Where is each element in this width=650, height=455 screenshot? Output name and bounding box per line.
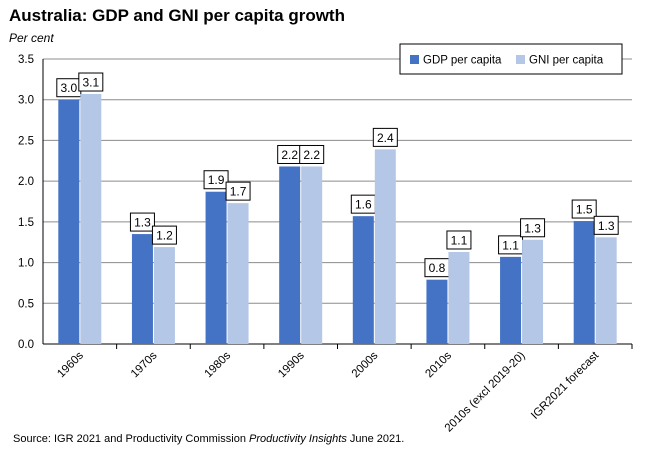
x-tick-label: 1990s: [276, 349, 307, 380]
legend-label-gni: GNI per capita: [529, 55, 604, 67]
y-tick-label: 1.0: [18, 258, 34, 270]
gdp-bar: [279, 166, 301, 344]
y-tick-label: 3.5: [18, 54, 34, 66]
data-label-box: [446, 230, 472, 250]
y-tick-label: 2.0: [18, 176, 34, 188]
x-tick-label: 1980s: [203, 349, 234, 380]
gdp-bar: [58, 99, 80, 344]
x-tick-label: 1970s: [129, 349, 160, 380]
gni-bar: [374, 149, 396, 344]
gdp-bar: [131, 234, 153, 344]
data-label-box: [593, 215, 619, 235]
data-label: 3.0: [60, 81, 77, 95]
source-note: Source: IGR 2021 and Productivity Commis…: [13, 433, 404, 445]
y-tick-label: 0.5: [18, 298, 34, 310]
legend-swatch-gdp: [410, 55, 419, 64]
gni-bar: [595, 237, 617, 344]
data-label: 2.2: [303, 148, 320, 162]
data-label: 1.9: [208, 173, 225, 187]
data-label-box: [571, 199, 597, 219]
y-tick-label: 0.0: [18, 339, 34, 351]
gni-bar: [227, 203, 249, 344]
gni-bar: [80, 94, 102, 344]
y-axis-unit-label: Per cent: [9, 31, 54, 45]
x-tick-label: 2010s: [423, 349, 454, 380]
x-tick-label: 1960s: [55, 349, 86, 380]
gdp-bar: [426, 279, 448, 344]
gni-bar: [522, 239, 544, 344]
data-label-box: [151, 225, 177, 245]
data-label-box: [299, 144, 325, 164]
x-tick-label: IGR2021 forecast: [529, 349, 602, 422]
data-label-box: [372, 127, 398, 147]
legend-label-gdp: GDP per capita: [423, 55, 502, 67]
data-label: 1.5: [576, 203, 593, 217]
data-label-box: [520, 218, 546, 238]
source-prefix: Source: IGR 2021 and Productivity Commis…: [13, 433, 249, 445]
gdp-bar: [352, 216, 374, 344]
gdp-bar: [500, 256, 522, 344]
chart-title: Australia: GDP and GNI per capita growth: [9, 6, 345, 25]
y-tick-label: 3.0: [18, 95, 34, 107]
gni-bar: [153, 247, 175, 344]
data-label-box: [225, 181, 251, 201]
data-label: 2.2: [281, 148, 298, 162]
data-label-box: [129, 212, 155, 232]
y-tick-label: 1.5: [18, 217, 34, 229]
source-suffix: June 2021.: [346, 433, 405, 445]
x-tick-label: 2010s (excl 2019-20): [443, 350, 528, 435]
data-label: 1.3: [134, 216, 151, 230]
legend-box: [399, 43, 623, 75]
data-label: 1.7: [230, 185, 247, 199]
x-tick-label: 2000s: [350, 349, 381, 380]
y-tick-label: 2.5: [18, 135, 34, 147]
data-label: 1.1: [451, 233, 468, 247]
data-label: 1.6: [355, 198, 372, 212]
data-label-box: [203, 170, 229, 190]
data-label: 0.8: [429, 261, 446, 275]
data-label: 2.4: [377, 131, 394, 145]
data-label: 1.3: [524, 221, 541, 235]
gdp-bar: [573, 221, 595, 344]
source-italic-title: Productivity Insights: [249, 433, 347, 445]
gni-bar: [301, 166, 323, 344]
gdp-bar: [205, 191, 227, 344]
data-label: 1.1: [502, 238, 519, 252]
gni-bar: [448, 251, 470, 344]
data-label: 1.2: [156, 229, 173, 243]
data-label: 3.1: [82, 76, 99, 90]
legend-swatch-gni: [516, 55, 525, 64]
data-label: 1.3: [598, 219, 615, 233]
data-label-box: [78, 72, 104, 92]
